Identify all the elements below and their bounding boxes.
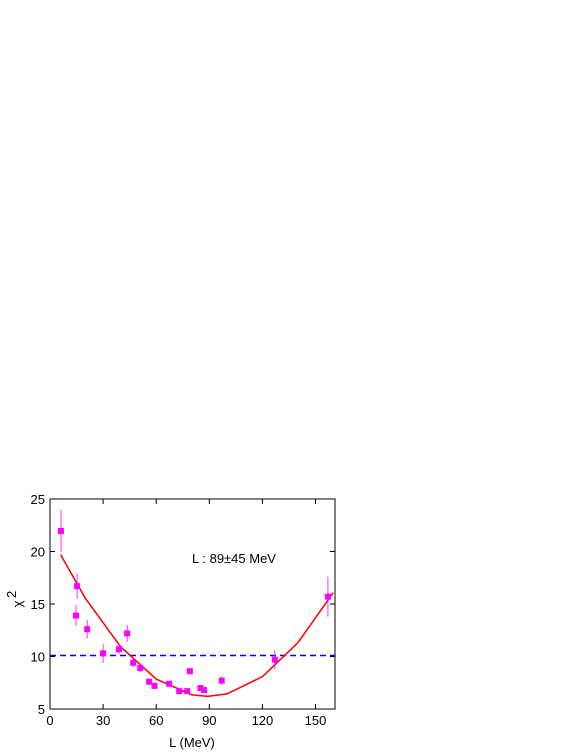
data-point bbox=[124, 630, 131, 637]
data-point bbox=[151, 682, 158, 689]
data-point bbox=[57, 528, 64, 535]
x-tick-label: 0 bbox=[46, 713, 53, 728]
fit-curve bbox=[59, 554, 334, 698]
data-point bbox=[176, 688, 183, 695]
data-point bbox=[116, 646, 123, 653]
x-tick-label: 60 bbox=[149, 713, 163, 728]
x-tick-label: 90 bbox=[202, 713, 216, 728]
data-point bbox=[324, 593, 331, 600]
data-point bbox=[100, 650, 107, 657]
annotation: L : 89±45 MeV bbox=[192, 551, 276, 566]
data-point bbox=[166, 680, 173, 687]
x-axis-label: L (MeV) bbox=[169, 735, 215, 750]
y-axis-label: χ bbox=[10, 600, 25, 607]
data-point bbox=[137, 665, 144, 672]
x-tick-label: 30 bbox=[96, 713, 110, 728]
data-point bbox=[197, 685, 204, 691]
plot-frame bbox=[49, 498, 336, 710]
y-tick-label: 10 bbox=[31, 650, 45, 665]
data-point bbox=[130, 659, 137, 666]
y-tick-label: 15 bbox=[31, 597, 45, 612]
y-tick-label: 5 bbox=[38, 702, 45, 717]
data-point bbox=[218, 677, 225, 684]
y-tick-label: 25 bbox=[31, 492, 45, 507]
y-axis-label-sup: 2 bbox=[4, 591, 19, 598]
data-point bbox=[84, 626, 91, 633]
data-point bbox=[73, 612, 80, 619]
y-tick-label: 20 bbox=[31, 545, 45, 560]
x-tick-label: 150 bbox=[305, 713, 327, 728]
data-point bbox=[201, 687, 208, 694]
x-tick-label: 120 bbox=[252, 713, 274, 728]
data-point bbox=[186, 668, 193, 675]
y-axis-label-group: χ 2 bbox=[4, 591, 25, 608]
data-point bbox=[74, 583, 81, 590]
data-point bbox=[184, 688, 191, 695]
data-point bbox=[146, 678, 153, 685]
data-point bbox=[271, 656, 278, 663]
